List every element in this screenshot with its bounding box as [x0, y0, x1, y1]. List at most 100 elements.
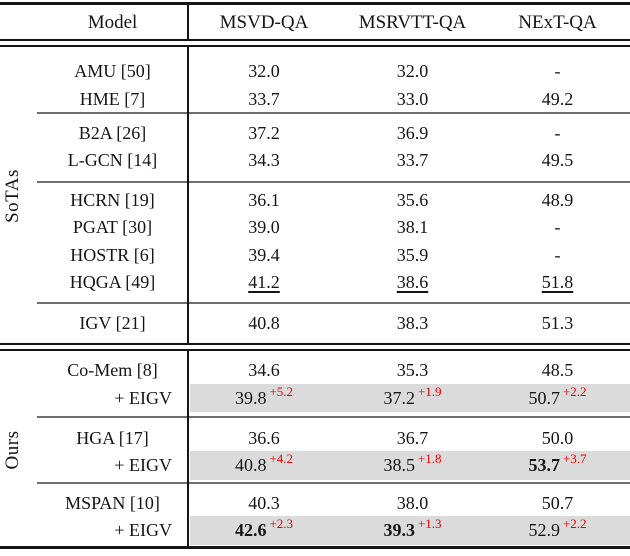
- table-row: HOSTR [6] 39.4 35.9 -: [0, 242, 630, 269]
- score-delta: +2.3: [269, 516, 294, 531]
- score-delta: +1.8: [417, 451, 442, 466]
- gutter-cell: [0, 452, 37, 479]
- score-value: 40.8: [234, 455, 267, 475]
- msvd-score-cell: 36.1: [248, 190, 280, 210]
- next-score-cell: -: [554, 123, 561, 143]
- table-row: HQGA [49] 41.2 38.6 51.8: [0, 269, 630, 296]
- next-score-cell: 52.9 +2.2: [485, 517, 630, 544]
- msvd-score-cell: 40.8 +4.2: [188, 452, 340, 479]
- table-row: HGA [17] 36.6 36.7 50.0: [0, 425, 630, 452]
- next-score-cell: 49.2: [541, 89, 574, 109]
- gutter-cell: [0, 517, 37, 544]
- msrvtt-score-cell: 35.6: [396, 190, 429, 210]
- msrvtt-score-cell: 38.3: [396, 313, 429, 333]
- msvd-score-cell: 33.7: [248, 89, 280, 109]
- model-cell: HQGA [49]: [69, 272, 156, 292]
- gutter-cell: [0, 58, 37, 85]
- msrvtt-score-cell: 37.2 +1.9: [340, 385, 485, 412]
- score-delta: +1.3: [417, 516, 442, 531]
- gutter-cell: [0, 242, 37, 269]
- gutter-cell: [0, 310, 37, 337]
- highlight-band: [190, 384, 630, 412]
- score-delta: +3.7: [562, 451, 587, 466]
- table-row: L-GCN [14] 34.3 33.7 49.5: [0, 147, 630, 174]
- score-value: 50.7: [528, 388, 560, 408]
- msrvtt-score-cell: 33.7: [396, 150, 429, 170]
- rule-mid: [37, 302, 630, 304]
- highlight-band: [190, 451, 630, 480]
- next-score-cell: 51.3: [541, 313, 574, 333]
- rule-mid: [37, 112, 630, 114]
- msvd-score-cell: 39.4: [248, 245, 280, 265]
- next-score-cell: 50.0: [541, 428, 574, 448]
- table-row: HCRN [19] 36.1 35.6 48.9: [0, 187, 630, 214]
- highlight-band: [190, 516, 630, 545]
- score-value: 38.5: [383, 455, 415, 475]
- next-score-cell: 48.9: [541, 190, 574, 210]
- gutter-cell: [0, 187, 37, 214]
- rule-bottom: [0, 546, 630, 549]
- table-row: PGAT [30] 39.0 38.1 -: [0, 214, 630, 241]
- gutter-cell: [0, 9, 37, 36]
- header-model: Model: [87, 12, 138, 33]
- gutter-cell: [0, 120, 37, 147]
- model-cell: MSPAN [10]: [65, 493, 160, 513]
- msrvtt-score-cell: 32.0: [396, 61, 429, 81]
- next-score-cell: 51.8: [541, 272, 574, 292]
- model-cell: + EIGV: [114, 455, 172, 475]
- table-header-row: Model MSVD-QA MSRVTT-QA NExT-QA: [0, 9, 630, 36]
- rule-section-double-2: [0, 349, 630, 351]
- table-row-eigv: + EIGV 39.8 +5.2 37.2 +1.9 50.7 +2.2: [0, 385, 630, 412]
- gutter-cell: [0, 425, 37, 452]
- score-delta: +5.2: [269, 384, 294, 399]
- msrvtt-score-cell: 39.3 +1.3: [340, 517, 485, 544]
- msrvtt-score-cell: 38.6: [396, 272, 429, 292]
- msrvtt-score-cell: 33.0: [396, 89, 429, 109]
- msvd-score-cell: 42.6 +2.3: [188, 517, 340, 544]
- gutter-cell: [0, 490, 37, 517]
- model-cell: L-GCN [14]: [67, 150, 158, 170]
- rule-vertical: [187, 47, 189, 343]
- gutter-cell: [0, 357, 37, 384]
- msvd-score-cell: 36.6: [248, 428, 280, 448]
- msvd-score-cell: 32.0: [248, 61, 280, 81]
- next-score-cell: 48.5: [541, 360, 574, 380]
- model-cell: + EIGV: [114, 388, 172, 408]
- next-score-cell: 50.7 +2.2: [485, 385, 630, 412]
- msvd-score-cell: 41.2: [248, 272, 280, 292]
- model-cell: HGA [17]: [76, 428, 149, 448]
- score-value: 39.3: [383, 520, 415, 540]
- table-row: IGV [21] 40.8 38.3 51.3: [0, 310, 630, 337]
- next-score-cell: -: [554, 245, 561, 265]
- model-cell: AMU [50]: [74, 61, 151, 81]
- table-row: AMU [50] 32.0 32.0 -: [0, 58, 630, 85]
- msrvtt-score-cell: 38.5 +1.8: [340, 452, 485, 479]
- header-msrvtt: MSRVTT-QA: [358, 12, 467, 33]
- msvd-score-cell: 39.8 +5.2: [188, 385, 340, 412]
- rule-header-double-1: [0, 39, 630, 41]
- rule-section-double-1: [0, 343, 630, 345]
- score-delta: +1.9: [417, 384, 442, 399]
- rule-mid: [37, 416, 630, 418]
- msvd-score-cell: 34.3: [248, 150, 280, 170]
- msrvtt-score-cell: 35.3: [396, 360, 429, 380]
- table-row-eigv: + EIGV 42.6 +2.3 39.3 +1.3 52.9 +2.2: [0, 517, 630, 544]
- next-score-cell: 53.7 +3.7: [485, 452, 630, 479]
- score-value: 37.2: [383, 388, 415, 408]
- header-next: NExT-QA: [518, 12, 597, 33]
- gutter-cell: [0, 269, 37, 296]
- next-score-cell: -: [554, 217, 561, 237]
- msvd-score-cell: 39.0: [248, 217, 280, 237]
- table-row: MSPAN [10] 40.3 38.0 50.7: [0, 490, 630, 517]
- msvd-score-cell: 40.3: [248, 493, 280, 513]
- rule-vertical: [187, 5, 189, 39]
- score-value: 42.6: [234, 520, 267, 540]
- msvd-score-cell: 34.6: [248, 360, 280, 380]
- msrvtt-score-cell: 36.9: [396, 123, 429, 143]
- table-row-eigv: + EIGV 40.8 +4.2 38.5 +1.8 53.7 +3.7: [0, 452, 630, 479]
- score-delta: +2.2: [562, 384, 587, 399]
- next-score-cell: 50.7: [541, 493, 574, 513]
- msrvtt-score-cell: 35.9: [396, 245, 429, 265]
- score-delta: +4.2: [269, 451, 294, 466]
